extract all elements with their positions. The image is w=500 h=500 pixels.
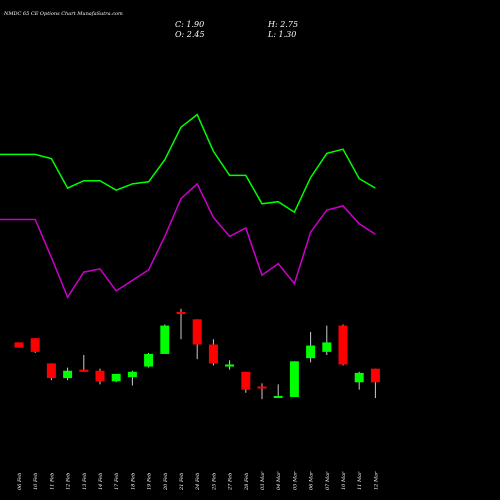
candle-body <box>273 395 283 398</box>
x-tick-label: 12 Feb <box>66 473 72 490</box>
candle-body <box>95 370 105 382</box>
x-tick-label: 12 Mar <box>373 471 379 490</box>
candle-body <box>338 325 348 365</box>
candle-body <box>111 373 121 382</box>
bands-layer <box>0 113 376 299</box>
candle-body <box>257 386 267 389</box>
candle-body <box>208 344 218 364</box>
candle <box>30 338 40 353</box>
candle-body <box>144 353 154 367</box>
x-tick-label: 11 Feb <box>49 473 55 490</box>
candle-body <box>306 345 316 359</box>
candle <box>14 342 24 348</box>
candle-body <box>79 369 89 372</box>
x-axis-ticks: 06 Feb 10 Feb 11 Feb 12 Feb 13 Feb 14 Feb 17 F… <box>17 471 379 491</box>
candle-body <box>241 371 251 390</box>
candle <box>160 324 170 354</box>
candle-body <box>46 363 56 379</box>
close-value: C: 1.90 <box>175 20 204 29</box>
candle <box>63 367 73 381</box>
x-tick-label: 19 Feb <box>147 473 153 490</box>
candle-body <box>322 342 332 352</box>
x-tick-label: 03 Mar <box>260 471 266 490</box>
candle <box>241 371 251 393</box>
candle-body <box>370 368 380 383</box>
x-tick-label: 10 Feb <box>33 473 39 490</box>
candle-body <box>63 370 73 379</box>
x-tick-label: 27 Feb <box>228 473 234 491</box>
candle <box>144 352 154 368</box>
candle <box>192 319 202 360</box>
candle-body <box>176 311 186 315</box>
x-tick-label: 07 Mar <box>325 471 331 490</box>
candle <box>370 368 380 399</box>
candle-body <box>354 372 364 383</box>
candle <box>208 339 218 366</box>
candle <box>322 325 332 355</box>
x-tick-label: 04 Mar <box>276 471 282 490</box>
candle <box>354 371 364 390</box>
candles-layer <box>14 308 380 400</box>
candle <box>306 331 316 363</box>
candle-body <box>225 364 235 367</box>
candle <box>338 324 348 366</box>
candle <box>79 355 89 372</box>
x-tick-label: 06 Feb <box>17 473 23 490</box>
candle-body <box>14 342 24 348</box>
candle-body <box>289 361 299 397</box>
x-tick-label: 06 Mar <box>309 471 315 490</box>
band-line-upper <box>0 113 376 214</box>
x-tick-label: 28 Feb <box>244 473 250 491</box>
x-tick-label: 24 Feb <box>195 473 201 491</box>
candle <box>95 368 105 385</box>
band-line-lower <box>0 182 376 299</box>
x-tick-label: 14 Feb <box>98 473 104 490</box>
candle-body <box>127 371 137 378</box>
x-tick-label: 10 Mar <box>341 471 347 490</box>
x-tick-label: 20 Feb <box>163 473 169 491</box>
x-tick-label: 25 Feb <box>211 473 217 491</box>
x-tick-label: 11 Mar <box>357 471 363 490</box>
x-tick-label: 17 Feb <box>114 473 120 490</box>
x-tick-label: 21 Feb <box>179 473 185 491</box>
candle <box>225 360 235 370</box>
candle-body <box>160 325 170 354</box>
candle <box>257 383 267 400</box>
candle <box>111 373 121 383</box>
candle <box>127 370 137 386</box>
chart-title: NMDC 65 CE Options Chart MunafaSutra.com <box>3 11 123 17</box>
low-value: L: 1.30 <box>267 30 296 39</box>
x-tick-label: 18 Feb <box>130 473 136 490</box>
candle-body <box>192 319 202 345</box>
x-tick-label: 05 Mar <box>292 471 298 490</box>
x-tick-label: 13 Feb <box>82 473 88 490</box>
candle <box>176 308 186 340</box>
open-value: O: 2.45 <box>175 30 205 39</box>
candle <box>46 363 56 381</box>
candle <box>273 384 283 399</box>
high-value: H: 2.75 <box>267 20 298 29</box>
candle-body <box>30 338 40 352</box>
candle <box>289 361 299 397</box>
